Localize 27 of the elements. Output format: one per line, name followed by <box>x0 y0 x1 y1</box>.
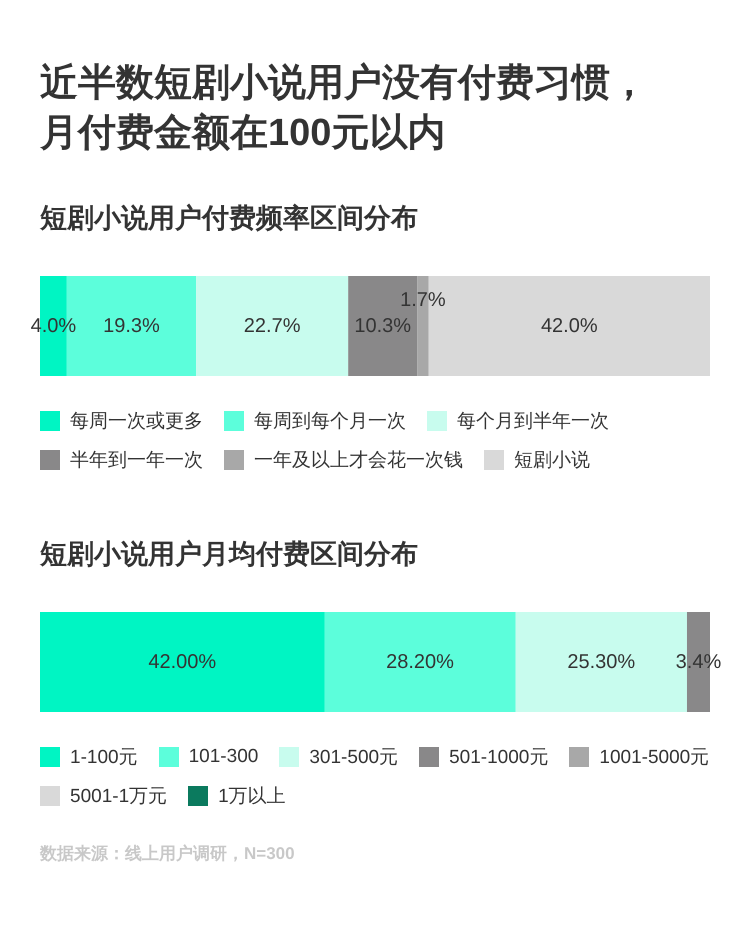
data-label: 28.20% <box>386 651 454 673</box>
data-label: 22.7% <box>244 315 301 337</box>
legend-label: 半年到一年一次 <box>70 449 203 473</box>
data-label: 19.3% <box>103 315 160 337</box>
legend-label: 1万以上 <box>218 785 286 809</box>
legend-label: 每个月到半年一次 <box>457 410 609 434</box>
legend-label: 一年及以上才会花一次钱 <box>254 449 463 473</box>
legend-label: 1-100元 <box>70 746 138 770</box>
data-label: 1.7% <box>400 289 446 311</box>
legend-label: 101-300 <box>188 746 258 768</box>
bar <box>196 276 348 376</box>
legend-label: 501-1000元 <box>449 746 548 770</box>
data-label: 42.00% <box>148 651 216 673</box>
legend-label: 每周一次或更多 <box>70 410 203 434</box>
legend-label: 短剧小说 <box>514 449 590 473</box>
legend-label: 每周到每个月一次 <box>254 410 406 434</box>
legend-label: 1001-5000元 <box>599 746 710 770</box>
data-label: 10.3% <box>354 315 412 337</box>
data-label: 25.30% <box>567 651 636 673</box>
bar <box>40 612 325 712</box>
legend-label: 5001-1万元 <box>70 785 168 809</box>
chart-title: 近半数短剧小说用户没有付费习惯，月付费金额在100元以内 <box>40 61 649 156</box>
legend-label: 301-500元 <box>309 746 398 770</box>
bar <box>324 612 516 712</box>
chart-title: 短剧小说用户月均付费区间分布 <box>40 538 418 571</box>
chart-subtitle: 短剧小说用户付费频率区间分布 <box>40 202 418 235</box>
data-label: 42.0% <box>540 315 598 337</box>
